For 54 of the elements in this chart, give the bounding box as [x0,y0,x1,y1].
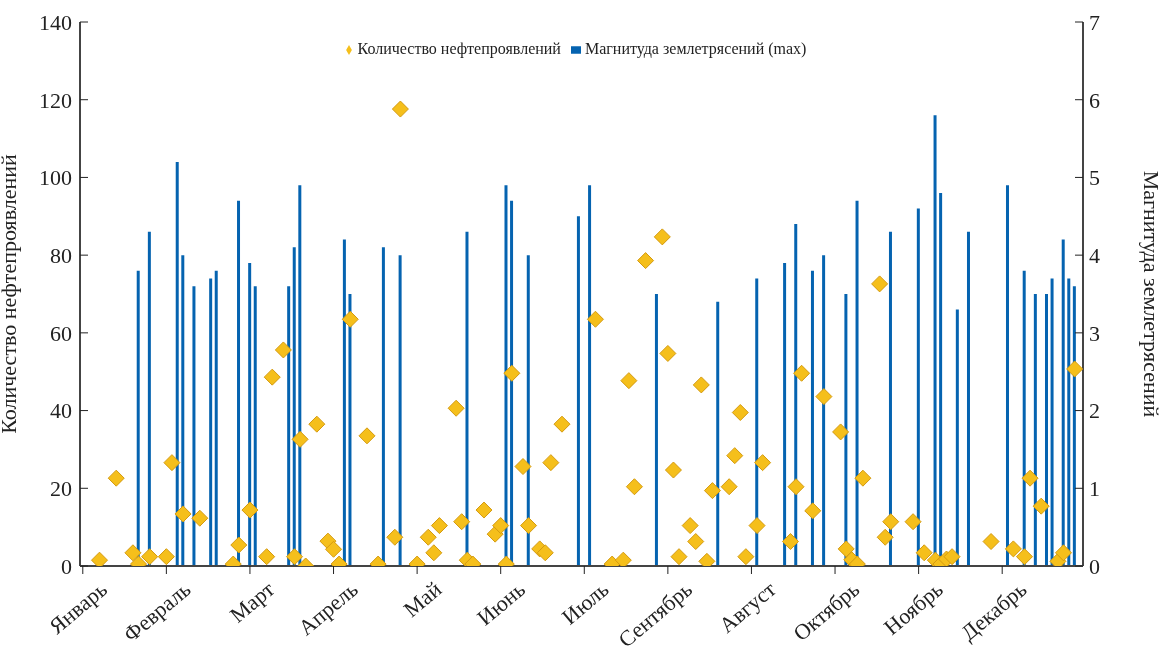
bar [526,255,530,566]
bar [192,286,196,566]
bar [1067,278,1071,566]
y-axis-title: Количество нефтепроявлений [0,153,21,434]
bar [1044,294,1048,566]
bar [755,278,759,566]
bar [147,231,151,566]
bar [181,255,185,566]
bar [654,294,658,566]
y-tick-label: 0 [61,553,72,579]
bar [783,262,787,566]
y-tick-label: 20 [50,476,72,502]
bar [716,301,720,566]
y2-tick-label: 2 [1089,398,1100,424]
bar [1061,239,1065,566]
y-tick-label: 120 [39,87,72,113]
y2-tick-label: 0 [1089,553,1100,579]
y2-tick-label: 4 [1089,242,1100,268]
bar [916,208,920,566]
bar [810,270,814,566]
bar [248,262,252,566]
bar [955,309,959,566]
y2-tick-label: 5 [1089,165,1100,191]
bar [1072,286,1076,566]
bar [209,278,213,566]
legend-label: Количество нефтепроявлений [357,40,561,57]
y-tick-label: 60 [50,320,72,346]
bar [398,255,402,566]
bar [588,185,592,566]
y-tick-label: 80 [50,242,72,268]
bar [1033,294,1037,566]
y2-tick-label: 6 [1089,87,1100,113]
y-tick-label: 100 [39,165,72,191]
bar [576,216,580,566]
y-tick-label: 40 [50,398,72,424]
bar [298,185,302,566]
y2-axis-title: Магнитуда землетрясений [1139,170,1160,418]
bar [175,161,179,566]
legend-label: Магнитуда землетрясений (max) [584,40,807,57]
y-tick-label: 140 [39,9,72,35]
bar [214,270,218,566]
bar [966,231,970,566]
y2-tick-label: 1 [1089,476,1100,502]
bar [348,294,352,566]
bar [1050,278,1054,566]
bar [1005,185,1009,566]
y2-tick-label: 7 [1089,9,1100,35]
y2-tick-label: 3 [1089,320,1100,346]
bar [287,286,291,566]
bar [888,231,892,566]
x-tick-label: Май [398,576,447,623]
bar [794,224,798,566]
bar [253,286,257,566]
bar [822,255,826,566]
